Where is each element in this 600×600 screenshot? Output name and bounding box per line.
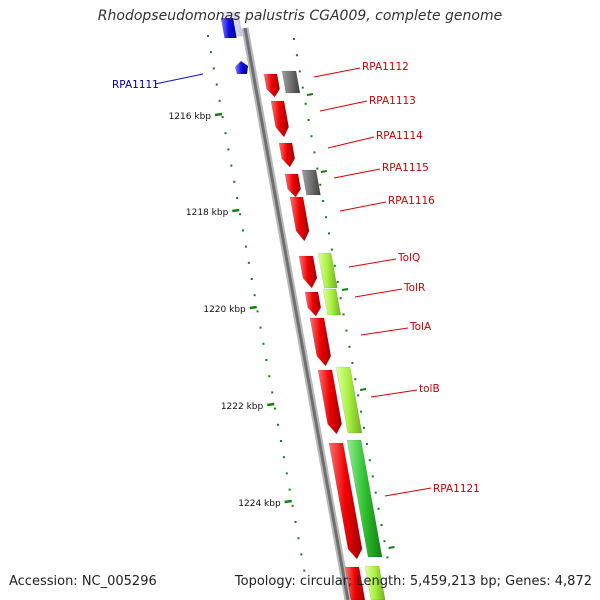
label-leader	[370, 389, 418, 398]
ruler-major-tick	[232, 208, 240, 213]
gene-shape-tolr-partner	[322, 288, 342, 316]
gene-label[interactable]: RPA1121	[433, 483, 480, 495]
gene-label[interactable]: TolA	[409, 321, 432, 333]
outer-dots	[293, 38, 395, 559]
label-leader	[327, 136, 375, 149]
gene-shape-rpa1114	[278, 142, 296, 168]
gene-label[interactable]: RPA1116	[388, 195, 435, 207]
gene-shape-next-partner	[364, 565, 386, 600]
gene-shape-tolq-partner	[317, 252, 338, 289]
label-leader	[360, 327, 409, 336]
ruler-label: 1216 kbp	[169, 112, 212, 122]
gene-shape-rpa1113	[270, 100, 289, 138]
map-title: Rhodopseudomonas palustris CGA009, compl…	[97, 8, 503, 24]
gene-shape-partial-blue	[220, 17, 237, 39]
gene-labels: RPA1111 RPA1112 RPA1113 RPA1114 RPA1115 RPA11…	[112, 61, 480, 495]
gene-shape-rpa1121	[328, 442, 363, 560]
gene-shape-tolq	[298, 255, 318, 289]
gene-shape-tolb	[317, 369, 343, 435]
genome-stats-text: Topology: circular; Length: 5,459,213 bp…	[234, 574, 592, 589]
gene-shape-gray-1	[281, 70, 301, 94]
gene-label[interactable]: RPA1112	[362, 61, 409, 73]
ruler-major-tick	[249, 305, 257, 310]
gene-label[interactable]: RPA1111	[112, 79, 159, 91]
gene-shape-rpa1116	[289, 196, 310, 242]
gene-label[interactable]: RPA1113	[369, 95, 416, 107]
label-leader	[384, 487, 432, 497]
label-leader	[319, 100, 368, 112]
label-leader	[354, 288, 403, 298]
ruler-ticks: 1216 kbp 1218 kbp 1220 kbp 1222 kbp 1224 kbp	[169, 112, 292, 509]
gene-label[interactable]: RPA1114	[376, 130, 423, 142]
gene-shape-rpa1121-partner	[346, 439, 383, 558]
ruler-label: 1224 kbp	[238, 499, 281, 509]
label-leaders	[154, 67, 432, 497]
label-leader	[348, 258, 397, 268]
label-leader	[339, 201, 387, 212]
gene-shape-tola	[309, 317, 332, 367]
gene-label[interactable]: tolB	[419, 383, 440, 395]
label-leader	[333, 168, 381, 179]
label-leader	[154, 73, 204, 85]
ruler-dots	[207, 35, 306, 572]
ruler-major-tick	[214, 112, 223, 117]
ruler-major-tick	[267, 402, 275, 407]
gene-label[interactable]: RPA1115	[382, 162, 429, 174]
gene-shape-next	[344, 566, 366, 600]
gene-shapes	[220, 11, 386, 600]
gene-shape-tolb-partner	[335, 366, 363, 434]
gene-label[interactable]: TolR	[403, 282, 425, 294]
ruler-label: 1220 kbp	[203, 305, 246, 315]
gene-shape-gray-2	[301, 169, 321, 196]
ruler-label: 1218 kbp	[186, 208, 229, 218]
label-leader	[313, 67, 361, 78]
gene-label[interactable]: TolQ	[397, 252, 420, 264]
accession-text: Accession: NC_005296	[9, 574, 157, 589]
gene-shape-rpa1112	[263, 73, 281, 98]
genome-backbone	[241, 27, 352, 600]
ruler-label: 1222 kbp	[221, 402, 264, 412]
gene-shape-tolr	[304, 291, 322, 317]
gene-shape-rpa1115	[284, 173, 302, 198]
ruler-major-tick	[284, 499, 292, 504]
gene-shape-rpa1111	[235, 61, 248, 74]
